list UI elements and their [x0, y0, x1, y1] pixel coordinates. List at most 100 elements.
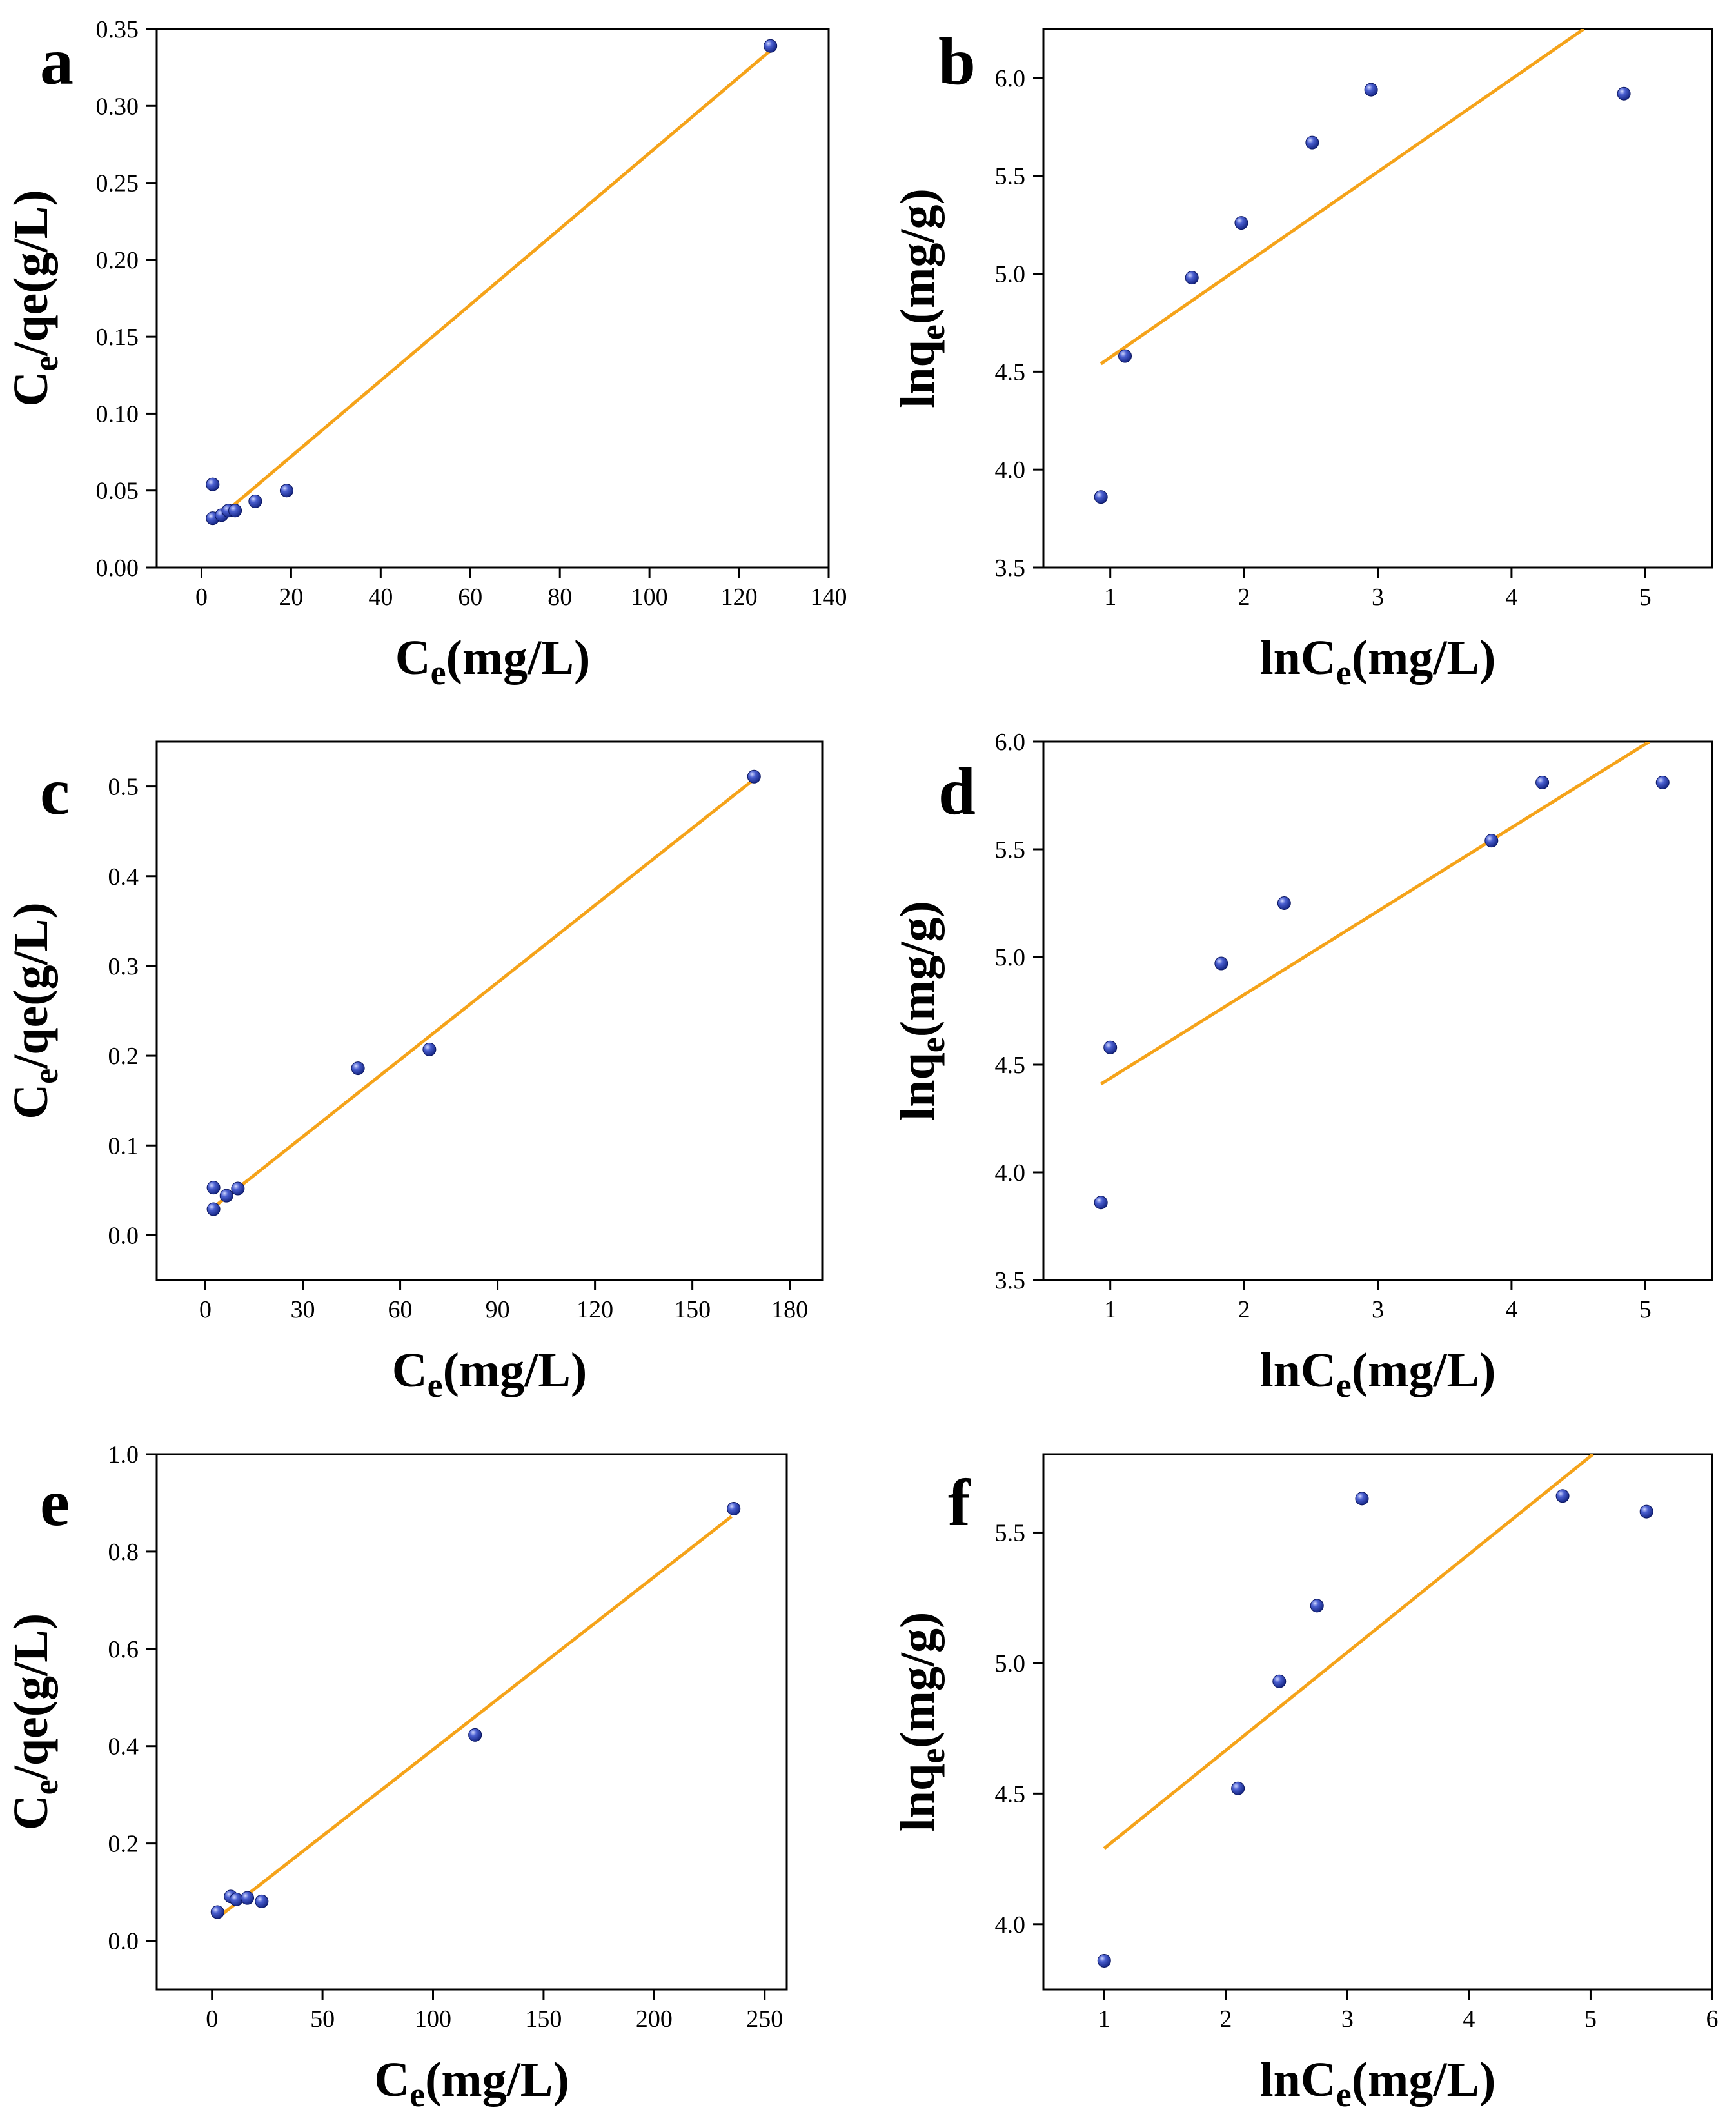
y-tick-label: 4.5	[995, 1052, 1026, 1079]
plot-frame	[155, 1453, 788, 1991]
x-tick-label: 60	[388, 1296, 413, 1323]
data-point	[1535, 775, 1550, 789]
x-tick-label: 0	[206, 2006, 218, 2033]
y-axis-title-main: lnq	[891, 1764, 945, 1832]
y-tick-label: 4.0	[995, 457, 1026, 484]
x-tick-label: 100	[631, 584, 668, 611]
panel-label: d	[938, 755, 976, 829]
data-point	[1639, 1504, 1653, 1519]
y-axis-title-subscript: e	[26, 1779, 65, 1795]
fit-line	[212, 778, 755, 1209]
y-tick-label: 4.0	[995, 1911, 1026, 1938]
y-axis-title-main: C	[4, 1795, 58, 1830]
plot-frame	[155, 740, 824, 1281]
data-point	[1234, 216, 1248, 230]
y-axis-title: Ce/qe(g/L)	[4, 902, 65, 1119]
data-point	[1103, 1040, 1118, 1054]
x-axis-title-rest: (mg/L)	[425, 2053, 569, 2107]
fit-line	[1100, 29, 1585, 366]
y-axis-title: Ce/qe(g/L)	[4, 1613, 65, 1830]
y-axis-title-main: C	[4, 1084, 58, 1120]
data-point	[747, 769, 761, 784]
panel-label: c	[40, 755, 70, 829]
data-point	[351, 1061, 365, 1076]
x-tick-label: 0	[199, 1296, 212, 1323]
panel-b: b1 2 3 4 53.54.04.55.05.56.0lnCe(mg/L)lnqe(m…	[891, 25, 1713, 692]
x-axis-title: lnCe(mg/L)	[1260, 2053, 1496, 2114]
fit-line	[216, 1515, 733, 1920]
x-axis-title-main: lnC	[1260, 631, 1336, 685]
data-point	[1094, 1196, 1108, 1210]
data-point	[1305, 135, 1319, 150]
y-axis-title-main: lnq	[891, 1052, 945, 1121]
x-axis-title-main: C	[392, 1343, 428, 1397]
y-tick-label: 1.0	[108, 1441, 139, 1468]
y-axis-title: lnqe(mg/g)	[891, 188, 952, 408]
y-axis-title-subscript: e	[913, 324, 952, 340]
y-tick-label: 0.35	[96, 16, 139, 43]
panel-label: e	[40, 1466, 70, 1540]
x-tick-label: 2	[1219, 2006, 1232, 2033]
y-tick-label: 0.0	[108, 1928, 139, 1955]
y-axis-title-rest: (mg/g)	[891, 901, 945, 1037]
data-point	[1355, 1492, 1369, 1506]
x-axis-title-rest: (mg/L)	[1352, 2053, 1496, 2107]
x-tick-label: 20	[279, 584, 303, 611]
data-point	[1272, 1674, 1287, 1688]
data-point	[1231, 1781, 1245, 1795]
y-axis-title-main: lnq	[891, 340, 945, 408]
data-point	[1655, 775, 1670, 789]
x-tick-label: 5	[1639, 584, 1652, 611]
y-axis-title-subscript: e	[26, 356, 65, 371]
x-tick-label: 3	[1372, 1296, 1384, 1323]
y-axis-title-rest: (mg/g)	[891, 188, 945, 324]
data-point	[206, 1202, 221, 1216]
panel-label: b	[938, 25, 976, 99]
data-point	[1310, 1599, 1324, 1613]
x-axis-title: Ce(mg/L)	[392, 1343, 587, 1405]
x-tick-label: 2	[1238, 1296, 1250, 1323]
plot-frame	[1042, 1453, 1713, 1991]
x-tick-label: 200	[636, 2006, 673, 2033]
data-point	[210, 1905, 224, 1919]
x-tick-label: 250	[746, 2006, 783, 2033]
data-point	[219, 1189, 233, 1203]
fit-line	[212, 49, 772, 524]
x-tick-label: 4	[1505, 1296, 1517, 1323]
y-axis-title-subscript: e	[913, 1748, 952, 1764]
x-axis-title-subscript: e	[431, 653, 446, 692]
y-axis-title-main: C	[4, 371, 58, 407]
fit-line	[1103, 1454, 1594, 1850]
y-tick-label: 0.30	[96, 93, 139, 120]
fit-line	[1100, 742, 1650, 1086]
y-tick-label: 4.0	[995, 1159, 1026, 1187]
x-tick-label: 100	[415, 2006, 451, 2033]
x-tick-label: 120	[721, 584, 758, 611]
x-axis-title: lnCe(mg/L)	[1260, 1343, 1496, 1405]
x-tick-label: 150	[674, 1296, 711, 1323]
y-tick-label: 0.6	[108, 1636, 139, 1663]
x-axis-title-subscript: e	[1336, 2075, 1352, 2114]
y-tick-label: 0.2	[108, 1831, 139, 1858]
y-tick-label: 5.5	[995, 836, 1026, 863]
panel-a: a 0 20 40 60 80 100 120 140 0.00 0.05 0.10 0.15 0.20 0…	[4, 16, 847, 692]
data-point	[279, 484, 293, 498]
data-point	[1484, 834, 1499, 848]
x-axis-title-main: lnC	[1260, 2053, 1336, 2107]
data-point	[1277, 896, 1291, 910]
x-tick-label: 1	[1098, 2006, 1110, 2033]
y-axis-title-rest: (mg/g)	[891, 1612, 945, 1748]
data-point	[1364, 83, 1378, 97]
x-tick-label: 6	[1706, 2006, 1719, 2033]
panel-e: e0 50 100 150 200 2500.00.20.40.60.81.0Ce(mg/…	[4, 1441, 788, 2114]
x-axis-title: lnCe(mg/L)	[1260, 631, 1496, 692]
x-axis-title-subscript: e	[1336, 1366, 1352, 1405]
y-tick-label: 0.8	[108, 1539, 139, 1566]
y-tick-label: 6.0	[995, 65, 1026, 92]
y-axis-title: lnqe(mg/g)	[891, 901, 952, 1121]
data-point	[206, 1181, 221, 1195]
y-tick-label: 0.00	[96, 555, 139, 582]
x-tick-label: 3	[1341, 2006, 1354, 2033]
y-axis-title-rest: /qe(g/L)	[4, 1613, 58, 1781]
panel-c: c0 30 60 90 120 150 1800.00.10.20.30.40.5Ce(mg…	[4, 740, 824, 1405]
